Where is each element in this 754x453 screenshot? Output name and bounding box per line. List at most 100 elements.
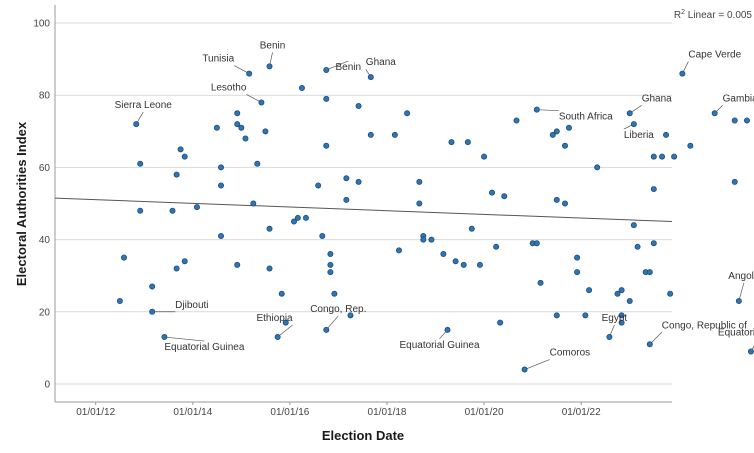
x-tick-label: 01/01/12 (76, 407, 115, 418)
data-point (323, 142, 330, 149)
x-tick-label: 01/01/22 (562, 407, 601, 418)
data-point (404, 110, 411, 117)
data-point (582, 312, 589, 319)
data-point (149, 308, 156, 315)
y-tick-label: 0 (44, 379, 50, 390)
point-annotation-label: Cape Verde (688, 50, 741, 61)
data-point (493, 243, 500, 250)
data-point (274, 334, 281, 341)
data-point (218, 232, 225, 239)
data-point (246, 70, 253, 77)
data-point (553, 196, 560, 203)
point-annotation-label: Djibouti (175, 300, 208, 311)
data-point (646, 269, 653, 276)
data-point (234, 261, 241, 268)
linear-fit-line (54, 197, 673, 223)
data-point (173, 265, 180, 272)
point-annotation-label: Benin (335, 62, 361, 73)
data-point (315, 182, 322, 189)
data-point (327, 261, 334, 268)
x-tick-labels: 01/01/12 01/01/14 01/01/16 01/01/18 01/01/20… (76, 402, 601, 418)
data-point (650, 240, 657, 247)
point-annotation-label: Tunisia (202, 54, 234, 65)
point-annotation-label: Egypt (602, 313, 628, 324)
data-point (533, 106, 540, 113)
data-point (258, 99, 265, 106)
data-point (618, 287, 625, 294)
data-point (294, 214, 301, 221)
data-point (428, 236, 435, 243)
data-point (282, 319, 289, 326)
data-point (323, 326, 330, 333)
data-point (323, 66, 330, 73)
data-point (420, 236, 427, 243)
data-point (116, 297, 123, 304)
y-tick-label: 80 (39, 91, 51, 102)
data-point (659, 153, 666, 160)
data-point (650, 153, 657, 160)
data-point (626, 110, 633, 117)
data-point (250, 200, 257, 207)
data-point (614, 290, 621, 297)
data-point (630, 121, 637, 128)
annotation-leader (536, 109, 559, 112)
point-annotation-label: Gambia (723, 93, 754, 104)
point-annotation-label: South Africa (559, 112, 613, 123)
data-point (562, 142, 569, 149)
data-point (460, 261, 467, 268)
data-point (331, 290, 338, 297)
data-point (735, 297, 742, 304)
data-point (262, 128, 269, 135)
data-point (173, 171, 180, 178)
data-point (234, 110, 241, 117)
y-tick-label: 40 (39, 235, 51, 246)
data-point (440, 251, 447, 258)
data-point (565, 124, 572, 131)
data-point (319, 232, 326, 239)
y-tick-labels: 0 20 40 60 80 100 (33, 19, 50, 391)
data-point (266, 63, 273, 70)
data-point (137, 207, 144, 214)
data-point (343, 196, 350, 203)
data-point (562, 200, 569, 207)
annotation-leader (738, 282, 745, 302)
point-annotation-label: Equatorial Guinea (164, 342, 244, 353)
data-point (521, 366, 528, 373)
data-points (116, 63, 754, 373)
data-point (234, 121, 241, 128)
data-point (266, 225, 273, 232)
data-point (416, 178, 423, 185)
gridlines (55, 22, 672, 385)
x-tick-label: 01/01/20 (465, 407, 504, 418)
data-point (181, 258, 188, 265)
annotation-leader (326, 60, 349, 71)
data-point (193, 204, 200, 211)
data-point (553, 312, 560, 319)
data-point (242, 135, 249, 142)
data-point (497, 319, 504, 326)
y-axis-title: Electoral Authorities Index (14, 121, 29, 286)
data-point (618, 312, 625, 319)
data-point (266, 265, 273, 272)
r-squared-superscript: 2 (681, 9, 685, 16)
point-annotation-label: Lesotho (211, 82, 247, 93)
data-point (161, 334, 168, 341)
data-point (679, 70, 686, 77)
point-annotation-label: Equatorial Guinea (718, 327, 754, 338)
point-annotation-label: Comoros (550, 348, 591, 359)
data-point (213, 124, 220, 131)
data-point (149, 283, 156, 290)
data-point (181, 153, 188, 160)
data-point (553, 128, 560, 135)
data-point (481, 153, 488, 160)
data-point (468, 225, 475, 232)
annotation-leader (164, 336, 205, 342)
data-point (634, 243, 641, 250)
data-point (711, 110, 718, 117)
point-annotation-label: Liberia (624, 130, 654, 141)
data-point (476, 261, 483, 268)
data-point (323, 95, 330, 102)
data-point (137, 160, 144, 167)
data-point (416, 200, 423, 207)
data-point (646, 341, 653, 348)
